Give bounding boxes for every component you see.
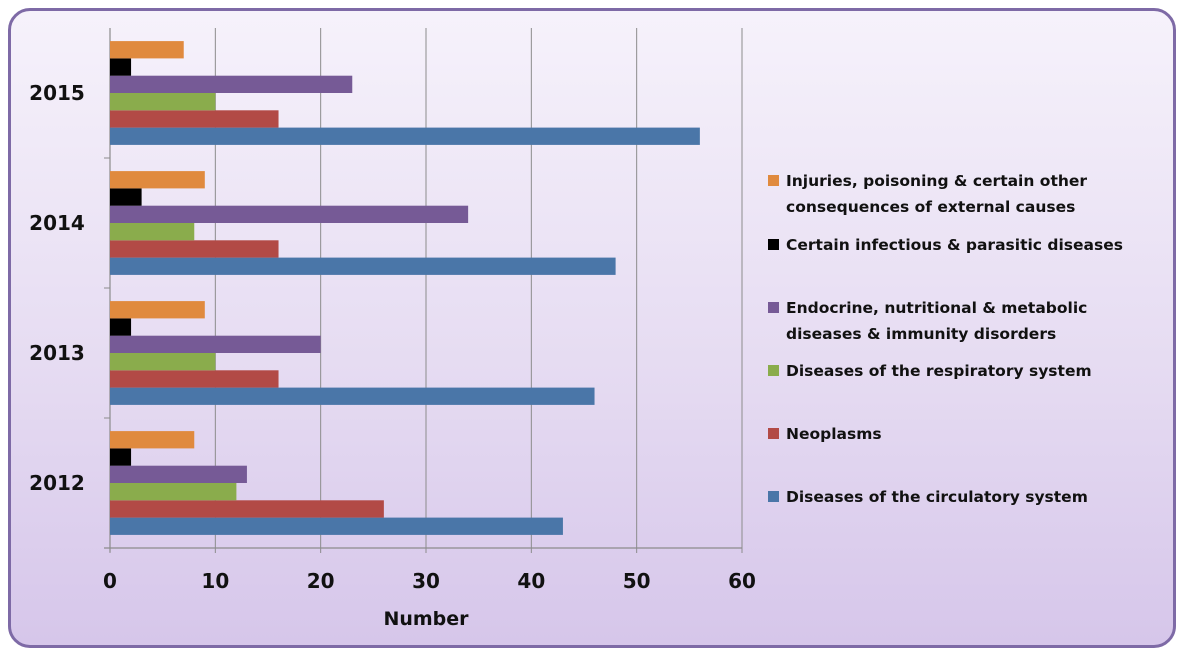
bar — [110, 318, 132, 336]
bar — [110, 370, 279, 388]
x-axis-label: Number — [383, 608, 469, 630]
bar — [110, 257, 616, 275]
legend-swatch — [768, 365, 779, 376]
y-tick-label: 2014 — [29, 211, 85, 235]
bar — [110, 58, 132, 76]
x-tick-label: 40 — [517, 569, 545, 593]
legend-label: Diseases of the respiratory system — [786, 362, 1092, 380]
x-tick-label: 0 — [103, 569, 117, 593]
bar — [110, 171, 205, 189]
bars — [110, 41, 700, 535]
x-tick-label: 30 — [412, 569, 440, 593]
bar — [110, 387, 595, 405]
legend-label: Certain infectious & parasitic diseases — [786, 236, 1123, 254]
y-tick-label: 2013 — [29, 341, 85, 365]
legend-label: Diseases of the circulatory system — [786, 488, 1088, 506]
bar — [110, 353, 216, 371]
bar — [110, 127, 700, 145]
legend-swatch — [768, 302, 779, 313]
bar — [110, 93, 216, 111]
bar — [110, 110, 279, 128]
legend-swatch — [768, 491, 779, 502]
bar — [110, 240, 279, 258]
bar — [110, 431, 195, 449]
bar — [110, 41, 184, 59]
gridlines — [214, 28, 743, 548]
x-tick-label: 50 — [623, 569, 651, 593]
y-tick-labels: 2012 2013 2014 2015 — [29, 81, 85, 495]
x-tick-label: 10 — [201, 569, 229, 593]
y-tick-label: 2012 — [29, 471, 85, 495]
x-tick-label: 20 — [307, 569, 335, 593]
legend-swatch — [768, 239, 779, 250]
legend-label: Neoplasms — [786, 425, 882, 443]
bar — [110, 335, 321, 353]
legend-label: Endocrine, nutritional & metabolic diseas… — [786, 299, 1087, 343]
bar — [110, 75, 353, 93]
bar — [110, 301, 205, 319]
x-tick-label: 60 — [728, 569, 756, 593]
bar — [110, 223, 195, 241]
bar — [110, 483, 237, 501]
legend: Injuries, poisoning & certain other conse… — [768, 172, 1123, 506]
bar — [110, 517, 563, 535]
y-tick-label: 2015 — [29, 81, 85, 105]
bar — [110, 465, 247, 483]
legend-swatch — [768, 175, 779, 186]
legend-swatch — [768, 428, 779, 439]
bar — [110, 448, 132, 466]
bar — [110, 500, 384, 518]
bar — [110, 205, 469, 223]
bar — [110, 188, 142, 206]
x-tick-labels: 0 10 20 30 40 50 60 — [103, 569, 756, 593]
legend-label: Injuries, poisoning & certain other conse… — [786, 172, 1087, 216]
